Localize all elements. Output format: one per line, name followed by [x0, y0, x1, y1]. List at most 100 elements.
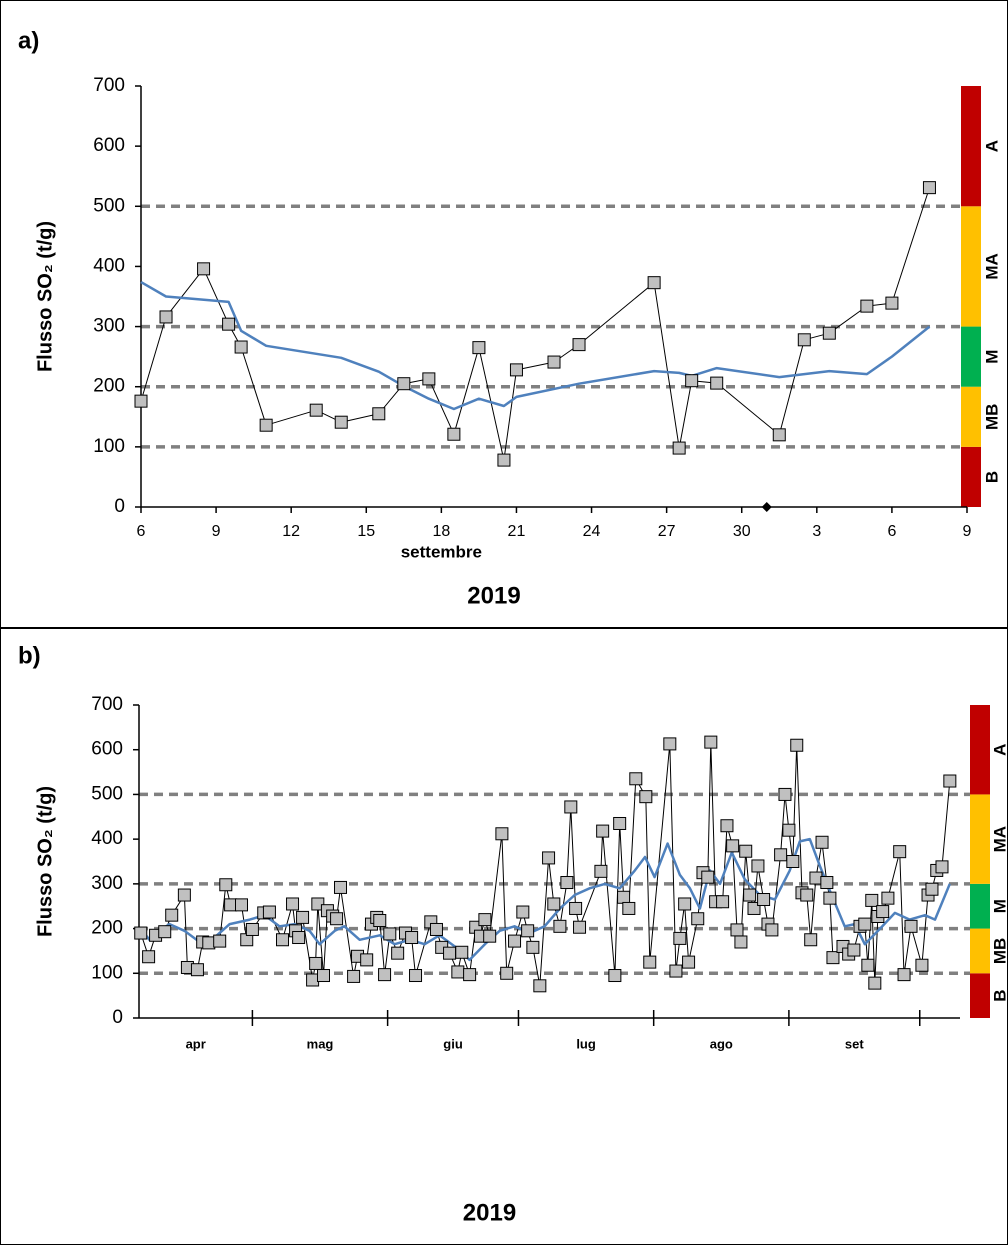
- data-point: [573, 920, 587, 934]
- panel-label: b): [18, 642, 41, 669]
- data-point: [134, 394, 148, 408]
- data-point: [383, 927, 397, 941]
- data-point: [765, 923, 779, 937]
- data-point: [629, 772, 643, 786]
- data-point: [429, 922, 443, 936]
- data-point: [772, 428, 786, 442]
- data-point: [309, 403, 323, 417]
- data-point: [306, 973, 320, 987]
- y-axis-label: Flusso SO₂ (t/g): [34, 221, 56, 372]
- data-point: [778, 787, 792, 801]
- x-tick-label: 30: [733, 523, 751, 540]
- data-point: [311, 897, 325, 911]
- level-band: [970, 794, 990, 884]
- data-point: [858, 917, 872, 931]
- data-point: [533, 979, 547, 993]
- data-point: [497, 453, 511, 467]
- panel-label: a): [18, 27, 39, 54]
- level-band: [961, 326, 981, 387]
- data-point: [142, 950, 156, 964]
- data-point: [495, 827, 509, 841]
- x-axis-label: settembre: [401, 542, 482, 561]
- level-label: MB: [990, 938, 1008, 964]
- data-point: [613, 816, 627, 830]
- data-point: [608, 969, 622, 983]
- data-point: [730, 923, 744, 937]
- data-point: [617, 890, 631, 904]
- data-point: [823, 891, 837, 905]
- data-point: [691, 912, 705, 926]
- data-point: [373, 914, 387, 928]
- level-label: A: [990, 744, 1008, 756]
- data-point: [547, 355, 561, 369]
- y-tick-label: 300: [93, 316, 125, 337]
- data-point: [378, 968, 392, 982]
- y-tick-label: 200: [91, 918, 123, 939]
- data-point: [334, 880, 348, 894]
- data-point: [245, 922, 259, 936]
- data-point: [159, 310, 173, 324]
- data-point: [391, 946, 405, 960]
- series-line: [140, 281, 931, 411]
- data-point: [197, 262, 211, 276]
- data-point: [219, 878, 233, 892]
- y-tick-label: 600: [91, 739, 123, 760]
- data-point: [639, 790, 653, 804]
- data-point: [451, 965, 465, 979]
- level-band: [961, 86, 981, 207]
- level-label: M: [982, 350, 1001, 364]
- data-point: [860, 299, 874, 313]
- x-tick-label: ago: [710, 1036, 733, 1051]
- level-band: [970, 705, 990, 795]
- level-label: B: [982, 471, 1001, 483]
- event-marker: [761, 502, 772, 512]
- y-tick-label: 0: [114, 496, 125, 517]
- data-point: [463, 968, 477, 982]
- data-point: [922, 181, 936, 195]
- data-point: [372, 407, 386, 421]
- data-point: [881, 891, 895, 905]
- data-point: [483, 929, 497, 943]
- data-point: [790, 738, 804, 752]
- data-point: [701, 870, 715, 884]
- data-point: [820, 876, 834, 890]
- data-point: [876, 905, 890, 919]
- data-point: [286, 897, 300, 911]
- data-point: [516, 905, 530, 919]
- data-point: [739, 844, 753, 858]
- data-point: [213, 934, 227, 948]
- data-point: [925, 882, 939, 896]
- x-tick-label: 21: [508, 523, 526, 540]
- data-point: [547, 897, 561, 911]
- level-band: [961, 206, 981, 327]
- data-point: [560, 876, 574, 890]
- data-point: [276, 933, 289, 947]
- data-point: [678, 897, 692, 911]
- data-point: [904, 919, 918, 933]
- data-point: [317, 969, 330, 983]
- data-point: [234, 340, 248, 354]
- data-point: [405, 931, 419, 945]
- y-tick-label: 300: [91, 873, 123, 894]
- data-point: [259, 418, 273, 432]
- data-point: [443, 946, 457, 960]
- data-point: [296, 910, 310, 924]
- data-point: [804, 933, 818, 947]
- data-point: [751, 859, 765, 873]
- level-label: B: [990, 990, 1008, 1002]
- x-tick-label: mag: [307, 1036, 334, 1051]
- level-band: [961, 446, 981, 507]
- data-point: [822, 326, 836, 340]
- data-point: [943, 774, 957, 788]
- data-point: [509, 363, 523, 377]
- data-point: [809, 871, 823, 885]
- data-point: [800, 888, 814, 902]
- data-point: [868, 976, 882, 990]
- data-point: [190, 963, 204, 977]
- level-label: MA: [990, 826, 1008, 852]
- y-tick-label: 400: [91, 828, 123, 849]
- y-tick-label: 500: [91, 783, 123, 804]
- level-band: [961, 386, 981, 447]
- data-point: [262, 905, 276, 919]
